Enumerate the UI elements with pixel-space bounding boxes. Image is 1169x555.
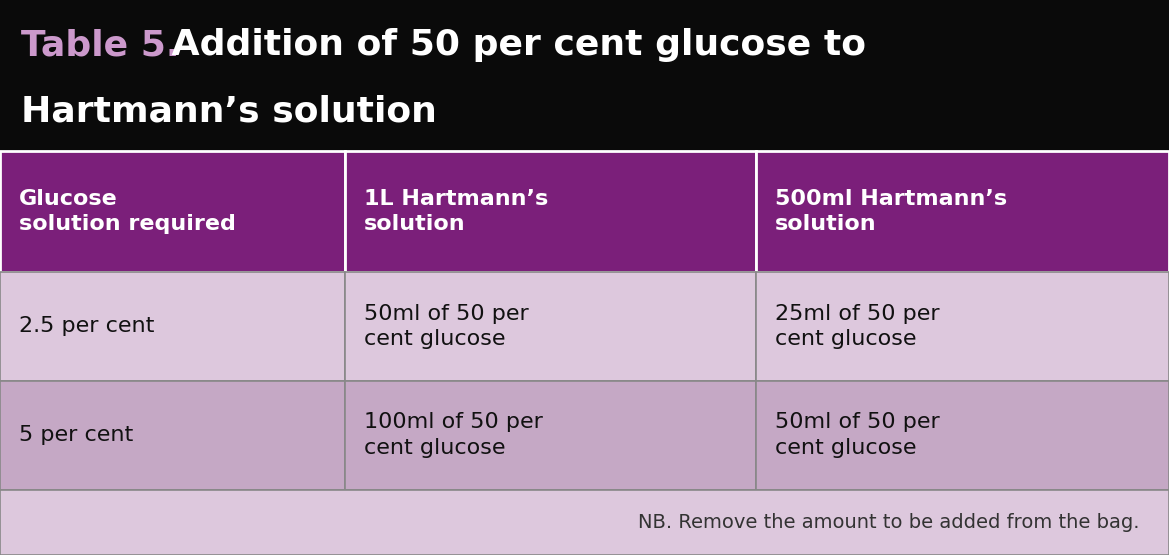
Text: Addition of 50 per cent glucose to: Addition of 50 per cent glucose to [159,28,866,62]
Text: Glucose
solution required: Glucose solution required [19,189,236,234]
Text: 50ml of 50 per
cent glucose: 50ml of 50 per cent glucose [364,304,528,349]
Bar [345,272,756,381]
Text: 5 per cent: 5 per cent [19,425,133,445]
Bar [756,381,1169,490]
Text: Hartmann’s solution: Hartmann’s solution [21,95,437,129]
Text: 1L Hartmann’s
solution: 1L Hartmann’s solution [364,189,548,234]
Text: 25ml of 50 per
cent glucose: 25ml of 50 per cent glucose [775,304,940,349]
Bar [0,151,345,272]
Text: 500ml Hartmann’s
solution: 500ml Hartmann’s solution [775,189,1008,234]
Bar [756,151,1169,272]
Bar [756,272,1169,381]
Bar [0,272,345,381]
Text: 100ml of 50 per
cent glucose: 100ml of 50 per cent glucose [364,412,542,458]
Text: Table 5.: Table 5. [21,28,180,62]
Bar [0,381,345,490]
Text: NB. Remove the amount to be added from the bag.: NB. Remove the amount to be added from t… [638,513,1140,532]
Bar [345,381,756,490]
Text: 50ml of 50 per
cent glucose: 50ml of 50 per cent glucose [775,412,940,458]
Bar [345,151,756,272]
Text: 2.5 per cent: 2.5 per cent [19,316,154,336]
Bar [0,490,1169,555]
Bar [0,0,1169,151]
